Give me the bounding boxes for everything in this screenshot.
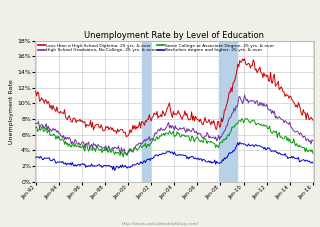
Text: http://www.calculatedriskblog.com/: http://www.calculatedriskblog.com/: [121, 222, 199, 226]
Bar: [219, 41, 237, 182]
Title: Unemployment Rate by Level of Education: Unemployment Rate by Level of Education: [84, 31, 264, 40]
Y-axis label: Unemployment Rate: Unemployment Rate: [9, 79, 14, 144]
Legend: Less than a High School Diploma, 25 yrs. & over, High School Graduates, No Colle: Less than a High School Diploma, 25 yrs.…: [37, 43, 275, 53]
Bar: [142, 41, 150, 182]
